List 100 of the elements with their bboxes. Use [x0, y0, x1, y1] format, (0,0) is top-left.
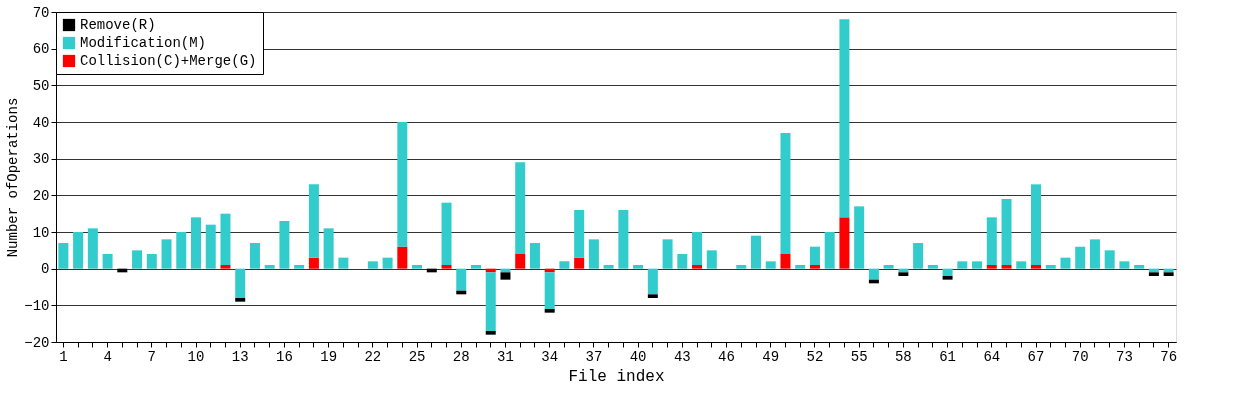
bar — [1016, 261, 1027, 269]
x-tick-label: 76 — [1160, 348, 1178, 365]
bar — [397, 246, 408, 269]
bar — [191, 217, 201, 269]
x-tick-label: 13 — [231, 348, 249, 365]
y-axis-title: Number ofOperations — [5, 97, 22, 258]
bar — [515, 254, 526, 269]
bar — [441, 202, 452, 265]
x-tick-label: 4 — [103, 348, 112, 365]
bar — [544, 309, 555, 313]
bar — [544, 272, 555, 309]
bar — [809, 246, 820, 265]
x-tick-label: 34 — [541, 348, 559, 365]
bar — [441, 265, 452, 269]
bar — [205, 224, 216, 269]
x-tick-label: 31 — [497, 348, 514, 365]
x-tick-label: 49 — [762, 348, 780, 365]
bar — [220, 265, 231, 269]
bar — [780, 254, 791, 269]
bar — [1060, 257, 1071, 269]
bar — [294, 265, 305, 269]
bar — [633, 265, 644, 269]
bar — [942, 276, 953, 280]
x-tick-label: 55 — [850, 348, 868, 365]
bar — [839, 19, 850, 218]
bar — [1134, 265, 1145, 269]
bar — [1045, 265, 1056, 269]
bar — [986, 217, 997, 265]
bar — [102, 254, 113, 269]
y-tick-label: 0 — [41, 261, 50, 278]
x-tick-label: 58 — [894, 348, 912, 365]
bar — [279, 221, 290, 269]
bar — [382, 257, 393, 269]
bar — [662, 239, 673, 269]
bar — [986, 265, 997, 269]
bar — [809, 265, 820, 269]
bar — [706, 250, 717, 269]
bar — [1089, 239, 1100, 269]
x-tick-label: 64 — [983, 348, 1001, 365]
bar — [942, 268, 953, 276]
x-tick-label: 37 — [585, 348, 603, 365]
bar — [1001, 265, 1012, 269]
y-tick-label: 60 — [32, 41, 50, 58]
x-tick-label: 25 — [408, 348, 426, 365]
bar — [883, 265, 894, 269]
x-tick-label: 43 — [673, 348, 691, 365]
x-tick-label: 1 — [59, 348, 68, 365]
bar — [574, 210, 585, 258]
bar — [765, 261, 776, 269]
bar — [161, 239, 172, 269]
x-tick-label: 22 — [364, 348, 382, 365]
bar — [235, 268, 246, 298]
bar — [647, 268, 658, 295]
bar — [1163, 272, 1174, 276]
bar — [618, 210, 629, 269]
y-tick-label: −20 — [24, 334, 50, 351]
bar — [854, 206, 865, 269]
bar — [559, 261, 570, 269]
bar — [824, 232, 835, 269]
x-tick-label: 73 — [1116, 348, 1133, 365]
bar — [73, 232, 84, 269]
bar — [588, 239, 599, 269]
bar — [972, 261, 983, 269]
bar — [736, 265, 747, 269]
bar — [220, 213, 231, 265]
bar — [1031, 265, 1041, 269]
bar — [751, 235, 761, 269]
legend-label: Remove(R) — [80, 17, 156, 33]
bar — [485, 272, 496, 331]
bar — [692, 232, 703, 265]
x-tick-label: 67 — [1027, 348, 1045, 365]
bar — [264, 265, 275, 269]
x-tick-label: 70 — [1071, 348, 1089, 365]
bar — [58, 243, 69, 269]
bar — [87, 228, 98, 269]
legend-label: Collision(C)+Merge(G) — [80, 53, 257, 69]
bar — [456, 268, 467, 291]
bar — [957, 261, 968, 269]
bar — [176, 232, 187, 269]
x-tick-label: 19 — [320, 348, 338, 365]
bar — [1075, 246, 1086, 269]
bar — [308, 184, 319, 258]
x-tick-label: 28 — [452, 348, 470, 365]
y-tick-label: 20 — [32, 187, 50, 204]
bar — [574, 257, 585, 269]
bar — [485, 331, 496, 335]
x-tick-label: 61 — [939, 348, 956, 365]
bar — [132, 250, 143, 269]
bar — [692, 265, 703, 269]
x-tick-label: 46 — [718, 348, 735, 365]
bar — [677, 254, 688, 269]
bar — [1148, 272, 1159, 276]
bar — [367, 261, 378, 269]
bar — [338, 257, 349, 269]
x-tick-label: 40 — [629, 348, 647, 365]
bar — [780, 133, 791, 254]
bar — [1104, 250, 1115, 269]
y-tick-label: 40 — [32, 114, 50, 131]
bar — [1001, 199, 1012, 265]
bar — [647, 294, 658, 298]
